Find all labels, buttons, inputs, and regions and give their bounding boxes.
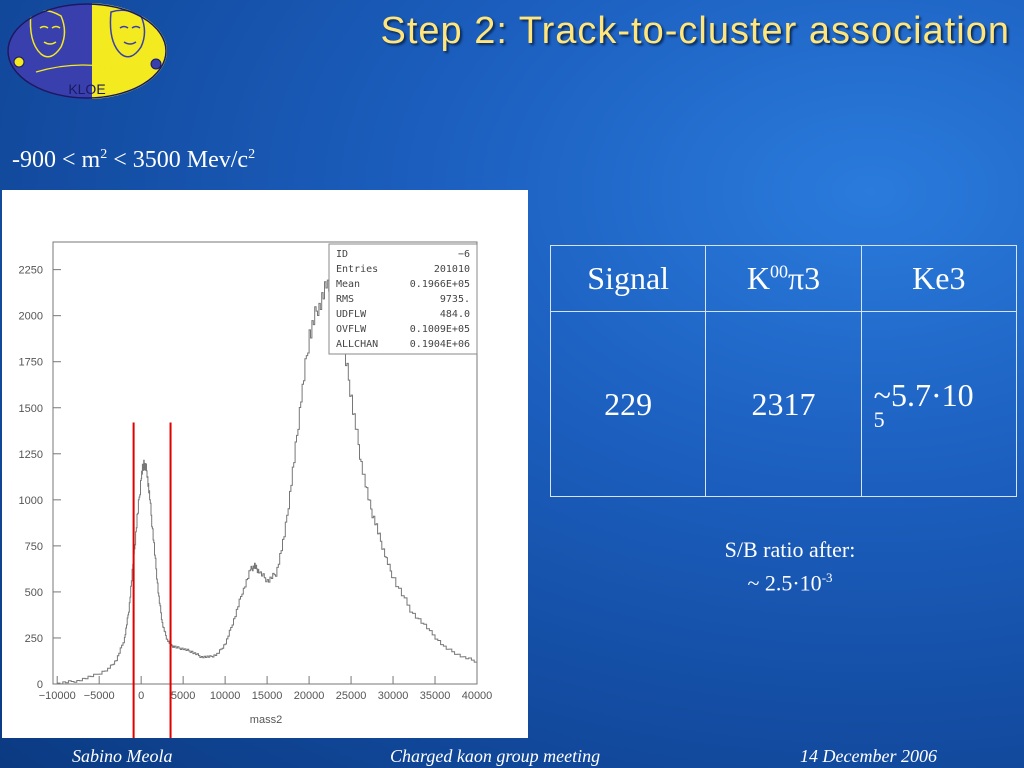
plot-frame bbox=[52, 241, 478, 685]
stat-key: RMS bbox=[336, 294, 354, 305]
y-tick-label: 1750 bbox=[19, 357, 43, 369]
stat-key: ID bbox=[336, 249, 348, 260]
stats-box bbox=[328, 243, 478, 355]
stat-value: 201010 bbox=[434, 264, 470, 275]
stat-value: 9735. bbox=[440, 294, 470, 305]
header-ke3: Ke3 bbox=[860, 245, 1018, 312]
cell-kpi3: 2317 bbox=[705, 311, 862, 497]
x-tick-label: 10000 bbox=[210, 690, 241, 702]
stat-value: −6 bbox=[458, 249, 470, 260]
x-tick-label: 5000 bbox=[171, 690, 195, 702]
stat-value: 484.0 bbox=[440, 309, 470, 320]
footer-event: Charged kaon group meeting bbox=[390, 746, 601, 766]
mass2-histogram: 0 250 500 750 1000 1250 1500 1750 2000 2250 −1000… bbox=[19, 241, 493, 738]
y-tick-label: 500 bbox=[25, 587, 43, 599]
stat-key: ALLCHAN bbox=[336, 339, 378, 350]
stat-value: 0.1009E+05 bbox=[410, 324, 470, 335]
stat-key: UDFLW bbox=[336, 309, 367, 320]
y-tick-label: 2000 bbox=[19, 311, 43, 323]
y-tick-label: 0 bbox=[37, 679, 43, 691]
x-tick-label: 0 bbox=[138, 690, 144, 702]
x-tick-label: 25000 bbox=[336, 690, 367, 702]
signal-background-table: Signal K00π3 Ke3 229 2317 ~5.7·10 5 bbox=[549, 245, 1018, 497]
x-tick-label: −5000 bbox=[84, 690, 115, 702]
stat-value: 0.1904E+06 bbox=[410, 339, 470, 350]
x-tick-label: 20000 bbox=[294, 690, 325, 702]
histogram-line bbox=[57, 279, 478, 685]
kloe-logo: KLOE bbox=[6, 2, 168, 100]
stat-key: Mean bbox=[336, 279, 360, 290]
y-tick-label: 750 bbox=[25, 541, 43, 553]
svg-text:KLOE: KLOE bbox=[68, 81, 105, 97]
x-tick-label: 40000 bbox=[462, 690, 493, 702]
x-tick-label: 15000 bbox=[252, 690, 283, 702]
x-tick-label: 30000 bbox=[378, 690, 409, 702]
y-tick-label: 1250 bbox=[19, 449, 43, 461]
footer: Sabino Meola Charged kaon group meeting … bbox=[0, 744, 1024, 768]
cell-ke3: ~5.7·10 5 bbox=[860, 311, 1018, 497]
header-kpi3: K00π3 bbox=[705, 245, 862, 312]
y-tick-label: 250 bbox=[25, 633, 43, 645]
stat-value: 0.1966E+05 bbox=[410, 279, 470, 290]
x-tick-label: 35000 bbox=[420, 690, 451, 702]
footer-author: Sabino Meola bbox=[72, 746, 173, 766]
x-axis-label: mass2 bbox=[250, 714, 282, 726]
y-tick-label: 1000 bbox=[19, 495, 43, 507]
header-signal: Signal bbox=[549, 245, 707, 312]
slide-title: Step 2: Track-to-cluster association bbox=[380, 10, 1010, 52]
cell-signal: 229 bbox=[549, 311, 707, 497]
histogram-panel: 0 250 500 750 1000 1250 1500 1750 2000 2250 −1000… bbox=[2, 190, 528, 738]
x-tick-label: −10000 bbox=[39, 690, 76, 702]
footer-date: 14 December 2006 bbox=[800, 746, 937, 766]
sb-ratio: S/B ratio after: ~ 2.5·10-3 bbox=[724, 537, 856, 596]
stat-key: Entries bbox=[336, 264, 378, 275]
mass-cut-label: -900 < m2 < 3500 Mev/c2 bbox=[12, 147, 256, 173]
stat-key: OVFLW bbox=[336, 324, 367, 335]
y-tick-label: 2250 bbox=[19, 265, 43, 277]
y-tick-label: 1500 bbox=[19, 403, 43, 415]
